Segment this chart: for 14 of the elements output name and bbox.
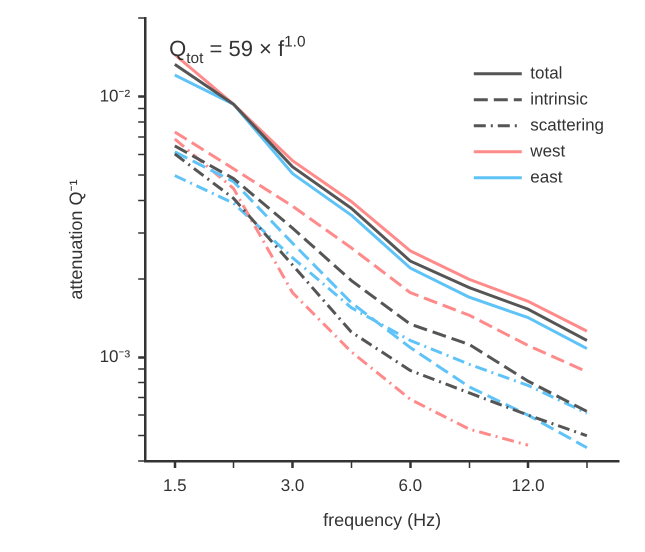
x-tick-label: 6.0 [398, 476, 422, 495]
y-tick-label: 10⁻³ [100, 346, 130, 366]
line-series [173, 137, 530, 447]
x-tick-label: 1.5 [162, 476, 187, 495]
y-tick-label: 10⁻² [100, 86, 130, 106]
legend-label: intrinsic [530, 89, 588, 108]
y-axis-title: attenuation Q⁻¹ [66, 180, 86, 300]
legend-label: scattering [530, 115, 604, 134]
x-tick-label: 12.0 [511, 476, 545, 495]
x-axis-title: frequency (Hz) [323, 510, 442, 530]
legend-label: west [529, 141, 566, 160]
legend-label: east [530, 167, 563, 186]
x-tick-label: 3.0 [280, 476, 304, 495]
legend-label: total [530, 63, 562, 82]
